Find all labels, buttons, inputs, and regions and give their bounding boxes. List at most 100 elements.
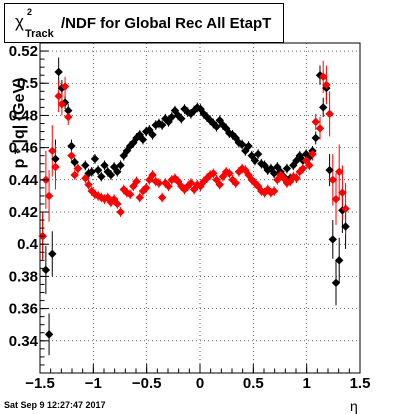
- data-point-black: [106, 170, 116, 180]
- data-point-black: [60, 98, 70, 107]
- y-tick-label: 0.42: [9, 204, 38, 221]
- data-point-red: [87, 186, 96, 196]
- data-point-black: [282, 164, 292, 173]
- data-point-red: [132, 177, 141, 186]
- title-symbol: χ: [15, 12, 24, 31]
- data-point-black: [177, 114, 186, 123]
- data-point-black: [335, 256, 344, 265]
- data-point-black: [341, 222, 350, 231]
- chart-title: /NDF for Global Rec All EtapT: [61, 15, 272, 32]
- data-point-black: [189, 106, 199, 115]
- data-point-black: [44, 330, 54, 339]
- data-point-black: [325, 165, 334, 175]
- data-point-red: [205, 170, 215, 180]
- data-point-red: [173, 177, 183, 186]
- data-point-black: [138, 135, 148, 144]
- data-point-red: [157, 193, 167, 202]
- data-point-black: [237, 140, 247, 149]
- data-point-black: [157, 120, 167, 130]
- data-point-red: [199, 177, 208, 186]
- y-tick-label: 0.52: [9, 43, 38, 60]
- data-point-red: [84, 180, 93, 189]
- data-point-red: [148, 170, 157, 180]
- data-point-red: [328, 175, 337, 185]
- data-point-red: [209, 169, 218, 178]
- data-point-red: [311, 117, 320, 127]
- data-point-black: [247, 151, 256, 160]
- x-tick-label: 1.5: [350, 375, 371, 392]
- data-point-red: [335, 167, 344, 176]
- y-tick-label: 0.34: [9, 333, 39, 350]
- data-point-black: [212, 122, 221, 131]
- data-point-black: [100, 161, 109, 170]
- data-point-red: [135, 193, 144, 202]
- y-tick-label: 0.38: [9, 268, 38, 285]
- data-point-black: [266, 164, 276, 173]
- data-point-black: [81, 161, 90, 170]
- data-point-red: [70, 170, 79, 180]
- y-axis-label: p * |q| (GeV): [11, 77, 28, 169]
- data-point-black: [151, 120, 160, 130]
- data-point-black: [205, 116, 215, 125]
- data-point-red: [60, 82, 70, 91]
- data-point-red: [276, 170, 285, 180]
- data-point-red: [54, 91, 63, 101]
- data-point-red: [322, 80, 331, 90]
- data-point-red: [237, 164, 247, 173]
- data-point-red: [221, 167, 231, 176]
- data-point-black: [269, 169, 279, 178]
- data-point-red: [57, 99, 67, 109]
- data-point-red: [67, 151, 76, 160]
- data-point-black: [311, 133, 320, 143]
- data-point-red: [315, 124, 325, 133]
- data-point-black: [331, 278, 341, 288]
- data-point-red: [298, 164, 308, 173]
- data-point-black: [48, 249, 57, 259]
- data-point-red: [225, 169, 234, 178]
- data-point-red: [64, 112, 73, 122]
- data-point-red: [151, 177, 160, 186]
- data-point-black: [199, 109, 208, 119]
- data-point-red: [44, 191, 54, 201]
- data-point-black: [319, 103, 328, 112]
- data-point-black: [51, 154, 60, 164]
- data-point-black: [97, 172, 106, 181]
- data-point-black: [167, 112, 176, 122]
- data-point-red: [186, 178, 196, 188]
- data-point-red: [231, 178, 240, 188]
- x-axis-label: η: [350, 398, 358, 414]
- data-point-black: [250, 156, 260, 165]
- title-subscript: Track: [25, 28, 54, 40]
- data-point-red: [215, 180, 224, 189]
- y-tick-label: 0.46: [9, 140, 38, 157]
- title-superscript: 2: [27, 7, 33, 17]
- data-point-red: [193, 180, 202, 189]
- data-point-black: [90, 154, 100, 164]
- plot-frame: [39, 42, 361, 374]
- x-tick-label: −1.5: [25, 375, 55, 392]
- data-point-red: [164, 182, 173, 191]
- x-tick-label: −0.5: [132, 375, 162, 392]
- data-point-black: [328, 235, 337, 244]
- data-point-red: [125, 190, 135, 199]
- axes: −1.5 −1 −0.5 0 0.5 1 1.5 0.34 0.36 0.38 0.4 0.42 0.4…: [9, 42, 371, 392]
- y-tick-label: 0.48: [9, 107, 38, 124]
- data-point-red: [285, 177, 295, 186]
- data-point-red: [90, 190, 100, 199]
- x-tick-label: 0: [196, 375, 204, 392]
- data-point-black: [244, 141, 253, 151]
- x-tick-label: 1: [302, 375, 310, 392]
- data-point-black: [148, 130, 157, 139]
- data-point-red: [305, 161, 314, 170]
- data-point-black: [64, 106, 73, 115]
- data-point-red: [48, 146, 57, 156]
- data-point-red: [325, 109, 334, 119]
- y-tick-label: 0.36: [9, 301, 38, 318]
- data-point-black: [70, 157, 79, 167]
- x-tick-label: −1: [85, 375, 102, 392]
- data-point-red: [73, 164, 83, 173]
- data-point-red: [154, 178, 164, 188]
- data-point-black: [113, 167, 122, 176]
- title-box: χ 2 Track /NDF for Global Rec All EtapT: [4, 3, 284, 43]
